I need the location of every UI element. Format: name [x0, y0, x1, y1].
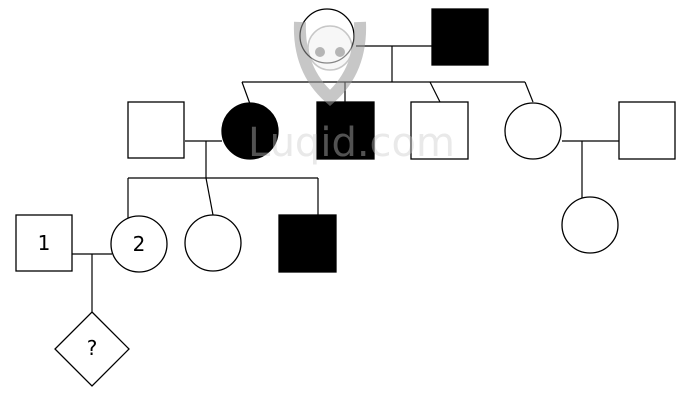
watermark-emblem: [293, 21, 367, 106]
watermark-mascot-face: [307, 25, 353, 71]
individual-1-label: 1: [38, 231, 51, 255]
unknown-child-label: ?: [87, 336, 98, 360]
gen3-daughter-unaffected: [184, 214, 242, 272]
individual-2-label: 2: [133, 232, 146, 256]
gen3-son-affected: [278, 214, 337, 273]
gen4-unknown-sex-child: [54, 311, 130, 387]
gen3-cousin-unaffected: [561, 196, 619, 254]
gen2-drop-3: [429, 81, 441, 103]
watermark: Luqid.com: [248, 21, 455, 166]
watermark-mascot-eye-left: [315, 47, 325, 57]
gen2-daughter-unaffected: [504, 102, 562, 160]
gen3-drop-2: [205, 177, 214, 216]
gen3-individual-1-male: [15, 214, 73, 272]
gen2-drop-1: [241, 81, 251, 105]
watermark-mascot-eye-right: [335, 47, 345, 57]
gen2-son-unaffected: [410, 101, 469, 160]
gen2-daughter-affected: [221, 102, 279, 160]
gen1-father-affected: [431, 8, 489, 66]
gen2-son-affected: [316, 101, 375, 160]
gen2-drop-4: [524, 81, 534, 103]
gen2-son-in-law-unaffected: [618, 101, 676, 160]
watermark-text: Luqid.com: [248, 120, 455, 166]
gen3-individual-2-female: [110, 215, 168, 273]
gen2-husband-unaffected: [127, 101, 185, 159]
